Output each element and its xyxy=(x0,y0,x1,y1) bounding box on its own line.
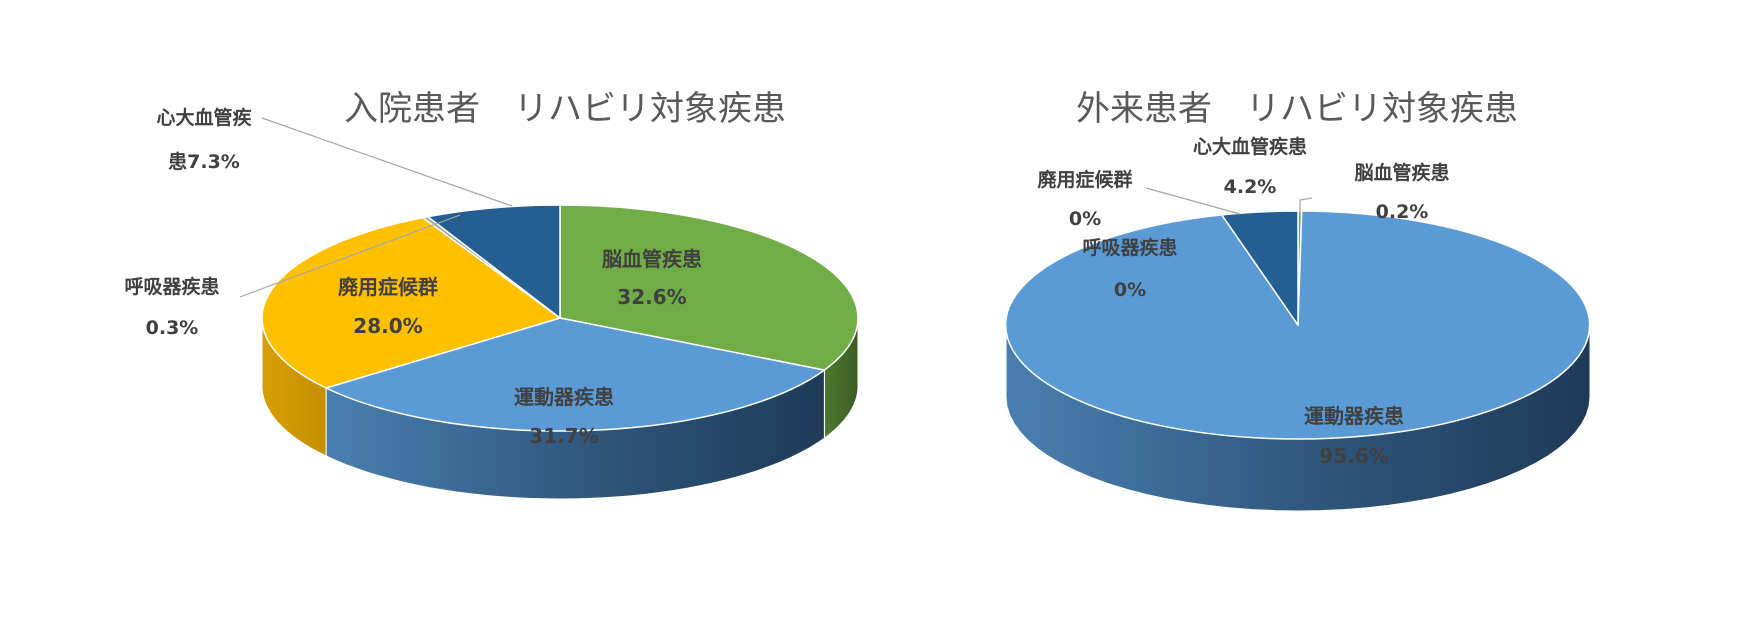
chart1-slice-disuse xyxy=(261,216,561,389)
chart2-label-cardiovascular: 心大血管疾患 xyxy=(1193,135,1307,158)
chart2-leader-lines xyxy=(1145,187,1313,215)
chart1-label-musculoskeletal: 運動器疾患 xyxy=(514,385,614,409)
chart1-slice-cerebrovascular xyxy=(559,204,859,371)
chart2-label-musculoskeletal: 運動器疾患 xyxy=(1304,404,1404,428)
chart2-label-cerebrovascular: 脳血管疾患 xyxy=(1353,161,1449,184)
chart1-label-cardiovascular: 心大血管疾 xyxy=(156,106,252,129)
chart1-leader-respiratory xyxy=(239,214,461,298)
chart2-pie-top xyxy=(1004,210,1591,440)
chart1-label-disuse: 廃用症候群 xyxy=(338,275,438,299)
chart2-value-disuse: 0% xyxy=(1069,208,1101,230)
chart1-label-respiratory: 呼吸器疾患 xyxy=(124,275,219,298)
chart1-pie-top xyxy=(261,204,859,432)
chart1-leader-lines xyxy=(239,117,513,298)
chart2-leader-cerebrovascular xyxy=(1299,197,1313,215)
chart1-value-cerebrovascular: 32.6% xyxy=(617,285,686,309)
chart2-leader-disuse xyxy=(1145,187,1241,215)
chart1-slice-cardiovascular xyxy=(427,204,561,319)
chart2-value-respiratory: 0% xyxy=(1114,279,1146,301)
chart2-value-cerebrovascular: 0.2% xyxy=(1376,201,1429,223)
chart1-pie-sides xyxy=(261,318,859,500)
chart2-title: 外来患者 リハビリ対象疾患 xyxy=(1076,89,1518,129)
chart1-value-musculoskeletal: 31.7% xyxy=(529,424,598,448)
chart1-label-cerebrovascular: 脳血管疾患 xyxy=(601,247,702,271)
chart2-value-musculoskeletal: 95.6% xyxy=(1319,444,1388,468)
chart1-value-disuse: 28.0% xyxy=(353,314,422,338)
chart2-slice-cardiovascular xyxy=(1221,210,1299,326)
chart1-leader-cardiovascular xyxy=(261,117,513,207)
chart1-title: 入院患者 リハビリ対象疾患 xyxy=(344,89,786,129)
chart1-slice-musculoskeletal xyxy=(325,317,826,432)
chart1-value-cardiovascular: 患7.3% xyxy=(168,150,240,173)
outpatient-pie-chart: 外来患者 リハビリ対象疾患 運動器疾患 95.6% 廃用症候群 0% 呼吸器疾患… xyxy=(1004,89,1591,512)
chart2-label-disuse: 廃用症候群 xyxy=(1037,168,1132,191)
chart1-value-respiratory: 0.3% xyxy=(146,317,199,339)
chart2-value-cardiovascular: 4.2% xyxy=(1224,176,1277,198)
chart2-label-respiratory: 呼吸器疾患 xyxy=(1082,236,1177,259)
inpatient-pie-chart: 入院患者 リハビリ対象疾患 脳血管疾患 32.6% 運動器疾患 31.7% 廃用… xyxy=(124,89,859,500)
